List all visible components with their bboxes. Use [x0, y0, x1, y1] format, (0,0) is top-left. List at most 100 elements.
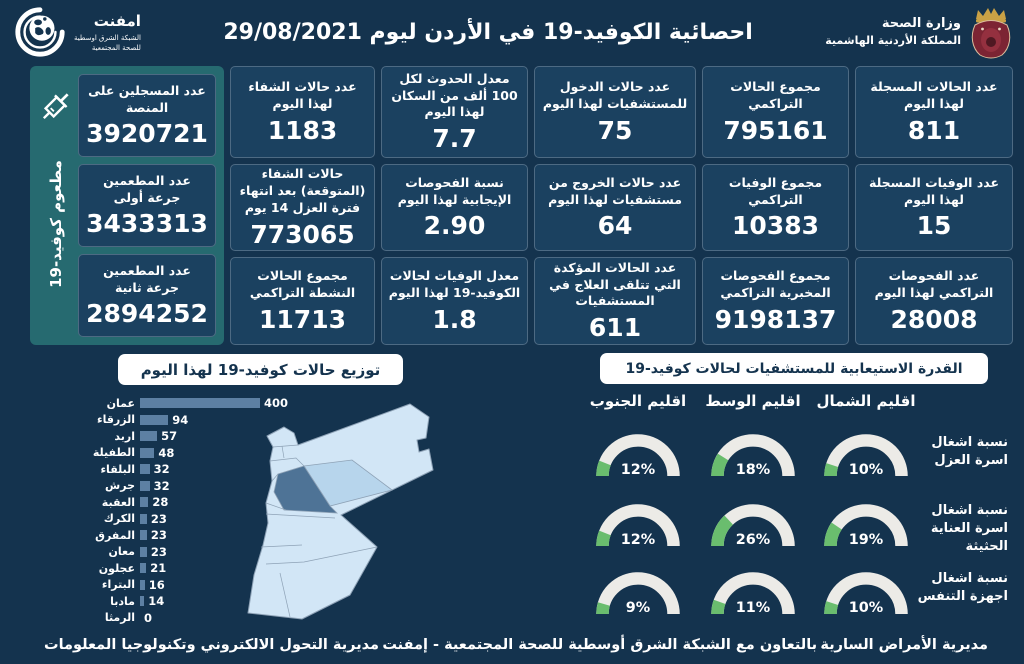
jordan-map — [247, 403, 434, 620]
stat-card-value: 2894252 — [86, 299, 208, 329]
emphnet-logo-group: امفنت الشبكة الشرق اوسطية للصحة المجتمعي… — [10, 6, 141, 58]
stat-card-label: عدد المطعمين جرعة ثانية — [103, 262, 191, 295]
stat-column-3: عدد حالات الدخول للمستشفيات لهذا اليوم 75… — [534, 66, 696, 345]
gauge-percent-label: 12% — [621, 532, 655, 548]
stat-card: حالات الشفاء (المتوقعة) بعد انتهاء فترة … — [230, 164, 375, 251]
gauge-percent-label: 10% — [849, 600, 883, 616]
gauge-percent-label: 26% — [736, 532, 770, 548]
emphnet-subline2: للصحة المجتمعية — [91, 43, 141, 52]
footer: مديرية الأمراض السارية بالتعاون مع الشبك… — [0, 637, 1024, 653]
stat-card: مجموع الوفيات التراكمي 10383 — [702, 164, 849, 251]
emphnet-text: امفنت الشبكة الشرق اوسطية للصحة المجتمعي… — [74, 11, 141, 53]
gauge-region-header: اقليم الوسط — [705, 392, 801, 410]
bar-value-label: 23 — [150, 528, 167, 543]
stat-card-label: عدد المسجلين على المنصة — [88, 82, 206, 115]
bar-category-label: المفرق — [95, 528, 135, 542]
stat-card-label: نسبة الفحوصات الإيجابية لهذا اليوم — [397, 174, 512, 207]
bar-category-label: الكرك — [103, 512, 135, 526]
gauge: 9% — [596, 572, 680, 616]
bar-row: مادبا 14 — [28, 593, 408, 610]
bar-value-label: 57 — [161, 429, 178, 444]
stat-card-value: 3433313 — [86, 209, 208, 239]
bar-row: الكرك 23 — [28, 511, 408, 528]
gauge: 10% — [824, 434, 908, 478]
jordan-royal-crest-icon — [971, 8, 1011, 59]
stat-card-value: 75 — [597, 115, 633, 145]
bar-row: البتراء 16 — [28, 577, 408, 594]
stat-card-label: مجموع الوفيات التراكمي — [728, 174, 823, 207]
gauge-percent-label: 10% — [849, 462, 883, 478]
vaccination-panel: عدد المسجلين على المنصة 3920721 عدد المطعم… — [30, 66, 224, 345]
gauge-region-header: اقليم الجنوب — [589, 392, 687, 410]
stat-card: مجموع الحالات النشطة التراكمي 11713 — [230, 257, 375, 345]
footer-collaboration: بالتعاون مع الشبكة الشرق أوسطية للصحة ال… — [382, 637, 818, 653]
stat-card: عدد الفحوصات التراكمي لهذا اليوم 28008 — [855, 257, 1013, 345]
bar — [140, 596, 145, 607]
stats-grid: عدد الحالات المسجلة لهذا اليوم 811 عدد الو… — [0, 66, 1024, 345]
bar — [140, 398, 260, 409]
bar — [140, 563, 147, 574]
bar-row: الرمثا 0 — [28, 610, 408, 627]
gauge: 12% — [596, 434, 680, 478]
stat-card-label: عدد الوفيات المسجلة لهذا اليوم — [868, 174, 999, 207]
gauge-region-header: اقليم الشمال — [816, 392, 916, 410]
bar-value-label: 94 — [172, 412, 189, 427]
bar — [140, 464, 150, 475]
map-outline — [247, 403, 434, 620]
stat-card: مجموع الحالات التراكمي 795161 — [702, 66, 849, 158]
stat-card-value: 28008 — [890, 304, 978, 334]
bar-category-label: مادبا — [110, 594, 135, 608]
stat-card-value: 773065 — [250, 219, 355, 249]
gauge-area: اقليم الجنوب اقليم الوسط اقليم الشمال نسبة … — [580, 388, 1024, 628]
bar-category-label: البلقاء — [100, 462, 135, 476]
ministry-text: وزارة الصحة المملكة الأردنية الهاشمية — [825, 15, 961, 49]
stat-card-value: 15 — [916, 211, 952, 241]
gauge-percent-label: 12% — [621, 462, 655, 478]
vaccination-strip: مطعوم كوفيد-19 — [38, 74, 74, 337]
bar-chart-title-banner: توزيع حالات كوفيد-19 لهذا اليوم — [118, 354, 403, 385]
stat-card-value: 795161 — [723, 115, 828, 145]
bar-chart: عمان 400 الزرقاء 94 اربد 57 الطفيلة 48 البلقاء 32… — [28, 395, 408, 626]
bar-category-label: الطفيلة — [92, 446, 135, 460]
stat-card-label: معدل الحدوث لكل 100 ألف من السكان لهذا ا… — [391, 70, 518, 120]
stat-card: عدد الحالات المؤكدة التي تتلقى العلاج في… — [534, 257, 696, 345]
stat-card: عدد المطعمين جرعة أولى 3433313 — [78, 164, 216, 247]
stat-column-4: معدل الحدوث لكل 100 ألف من السكان لهذا ا… — [381, 66, 528, 345]
ministry-of-health-logo-group: وزارة الصحة المملكة الأردنية الهاشمية — [825, 5, 1014, 59]
stat-card-label: عدد الحالات المؤكدة التي تتلقى العلاج في… — [549, 259, 681, 309]
stat-card-value: 811 — [907, 115, 961, 145]
stat-card-value: 3920721 — [86, 119, 208, 149]
bar-row: معان 23 — [28, 544, 408, 561]
bar-value-label: 21 — [150, 561, 167, 576]
stat-card-label: عدد المطعمين جرعة أولى — [103, 172, 191, 205]
bar — [140, 414, 169, 425]
bar — [140, 480, 150, 491]
bar — [140, 447, 155, 458]
bar-category-label: اربد — [114, 429, 135, 443]
bar-value-label: 32 — [153, 462, 170, 477]
bar-category-label: عمان — [106, 396, 135, 410]
footer-communicable-diseases: مديرية الأمراض السارية — [820, 637, 988, 653]
gauge: 26% — [711, 504, 795, 548]
stat-column-2: مجموع الحالات التراكمي 795161 مجموع الوفيا… — [702, 66, 849, 345]
stat-card: عدد الحالات المسجلة لهذا اليوم 811 — [855, 66, 1013, 158]
bar — [140, 497, 149, 508]
gauge-percent-label: 19% — [849, 532, 883, 548]
bar-value-label: 14 — [148, 594, 165, 609]
stat-card-value: 2.90 — [423, 211, 486, 241]
bar — [140, 530, 147, 541]
bar-value-label: 48 — [158, 445, 175, 460]
bar-value-label: 32 — [153, 478, 170, 493]
stat-card: معدل الحدوث لكل 100 ألف من السكان لهذا ا… — [381, 66, 528, 158]
vaccination-vertical-label: مطعوم كوفيد-19 — [47, 159, 65, 288]
bar — [140, 513, 147, 524]
gauge-row-label: نسبة اشغال اجهزة التنفس — [917, 571, 1008, 605]
emphnet-globe-icon — [15, 7, 65, 57]
stat-card-label: عدد الحالات المسجلة لهذا اليوم — [870, 79, 998, 111]
bar-category-label: العقبة — [101, 495, 135, 509]
stat-card-value: 10383 — [732, 211, 819, 241]
stat-card: عدد حالات الشفاء لهذا اليوم 1183 — [230, 66, 375, 158]
bar-category-label: معان — [108, 545, 135, 559]
bar-category-label: الزرقاء — [96, 413, 135, 427]
map-governorate-borders — [260, 444, 378, 618]
